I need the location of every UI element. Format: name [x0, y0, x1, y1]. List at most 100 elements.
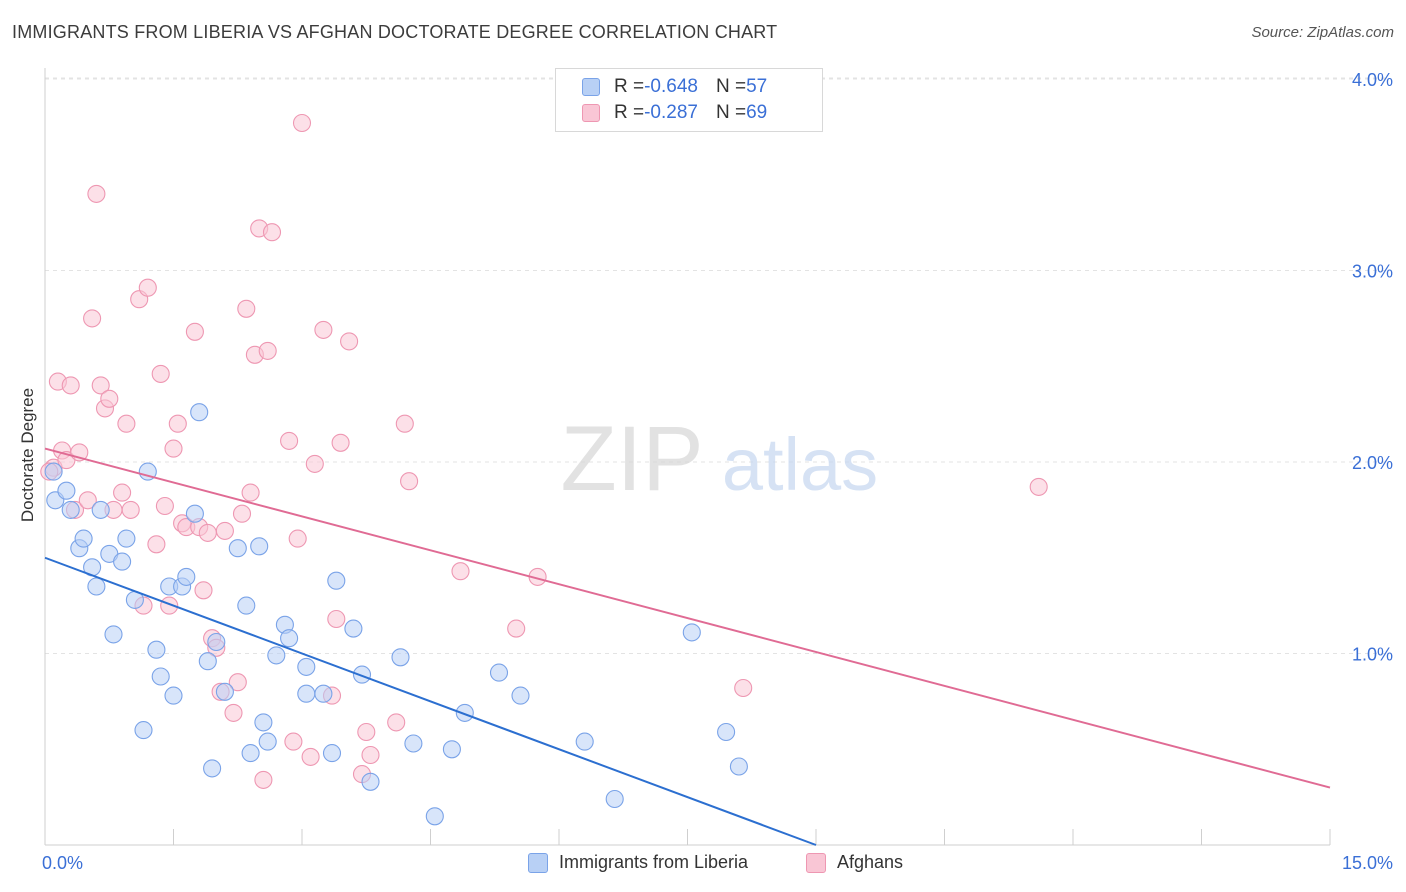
afghan-points: [40, 113, 1048, 789]
afghan-trend-line: [44, 447, 1331, 789]
afghan-point: [198, 523, 217, 542]
watermark-zip: ZIP: [560, 408, 703, 510]
liberia-point: [361, 772, 380, 791]
afghan-point: [305, 454, 324, 473]
liberia-point: [250, 537, 269, 556]
liberia-point: [254, 713, 273, 732]
afghan-point: [395, 414, 414, 433]
liberia-point: [280, 629, 299, 648]
afghan-point: [155, 496, 174, 516]
afghan-point: [164, 439, 183, 458]
afghan-point: [361, 745, 380, 765]
liberia-point: [198, 652, 217, 671]
afghan-point: [151, 364, 170, 383]
liberia-point: [489, 663, 509, 682]
afghan-point: [327, 609, 346, 629]
liberia-point: [44, 462, 63, 481]
afghan-point: [241, 483, 260, 502]
liberia-point: [344, 619, 363, 638]
legend-r-label: R =: [614, 102, 645, 123]
liberia-point: [177, 567, 196, 586]
afghan-point: [1029, 477, 1048, 496]
liberia-trend-line: [44, 556, 817, 846]
liberia-point: [134, 721, 153, 740]
liberia-point: [164, 686, 183, 705]
y-tick-label: 1.0%: [1352, 645, 1393, 665]
afghan-point: [91, 376, 110, 395]
afghan-point: [117, 414, 136, 433]
liberia-point: [215, 682, 234, 701]
liberia-point: [151, 667, 170, 686]
liberia-point: [314, 684, 333, 703]
afghan-point: [254, 770, 273, 789]
afghan-point: [138, 278, 157, 297]
gridlines: [45, 77, 1385, 654]
afghan-point: [387, 713, 406, 732]
legend-n-label: N =: [715, 76, 747, 97]
liberia-point: [207, 632, 226, 652]
liberia-point: [258, 732, 277, 751]
liberia-point: [185, 504, 204, 523]
afghan-point: [78, 491, 97, 510]
liberia-point: [61, 500, 80, 519]
liberia-point: [322, 744, 342, 763]
liberia-point: [442, 740, 461, 759]
legend-r-value: -0.648: [644, 76, 698, 97]
legend-swatch-liberia: [528, 852, 548, 873]
liberia-point: [104, 625, 123, 644]
liberia-point: [117, 529, 136, 548]
afghan-point: [147, 535, 166, 554]
liberia-point: [404, 734, 423, 753]
afghan-point: [340, 332, 359, 351]
afghan-point: [301, 747, 320, 766]
liberia-point: [147, 640, 166, 659]
series-legend: Immigrants from Liberia Afghans: [0, 852, 1406, 878]
afghan-point: [331, 433, 350, 452]
afghan-point: [87, 184, 106, 203]
legend-swatch-liberia: [582, 78, 600, 96]
y-tick-label: 3.0%: [1352, 262, 1393, 282]
correlation-legend: R = -0.648 N = 57 R = -0.287 N = 69: [555, 68, 823, 132]
legend-row-afghan: R = -0.287 N = 69: [582, 101, 767, 125]
afghan-point: [83, 309, 102, 328]
legend-swatch-afghan: [806, 852, 826, 873]
afghan-point: [237, 299, 256, 318]
afghan-point: [185, 322, 204, 341]
tick-labels: 1.0% 2.0% 3.0% 4.0% 0.0% 15.0%: [42, 70, 1393, 873]
liberia-point: [241, 744, 260, 763]
liberia-point: [455, 703, 474, 722]
trend-lines: [44, 447, 1331, 846]
x-tick-label: 15.0%: [1342, 853, 1393, 873]
afghan-point: [400, 472, 419, 491]
liberia-point: [682, 623, 701, 642]
legend-r-label: R =: [614, 76, 645, 97]
afghan-point: [451, 562, 470, 581]
liberia-point: [575, 732, 594, 751]
liberia-point: [203, 759, 222, 778]
liberia-point: [228, 539, 247, 558]
liberia-point: [717, 722, 736, 742]
watermark: ZIP atlas: [560, 408, 878, 510]
afghan-point: [314, 320, 333, 339]
liberia-point: [113, 552, 132, 571]
afghan-point: [61, 376, 80, 395]
afghan-point: [160, 596, 179, 615]
afghan-point: [288, 529, 307, 548]
afghan-point: [734, 678, 753, 698]
legend-r-value: -0.287: [644, 102, 698, 123]
liberia-point: [511, 686, 530, 705]
axes: [44, 68, 1331, 846]
chart-title: IMMIGRANTS FROM LIBERIA VS AFGHAN DOCTOR…: [12, 22, 778, 42]
liberia-point: [87, 577, 106, 596]
liberia-point: [297, 684, 316, 703]
afghan-point: [100, 389, 119, 408]
legend-row-liberia: R = -0.648 N = 57: [582, 75, 767, 99]
liberia-point: [327, 571, 346, 590]
liberia-point: [425, 807, 444, 826]
afghan-point: [113, 483, 132, 502]
afghan-point: [357, 722, 376, 742]
afghan-point: [292, 113, 312, 133]
y-tick-label: 4.0%: [1352, 70, 1393, 90]
afghan-point: [262, 223, 282, 242]
